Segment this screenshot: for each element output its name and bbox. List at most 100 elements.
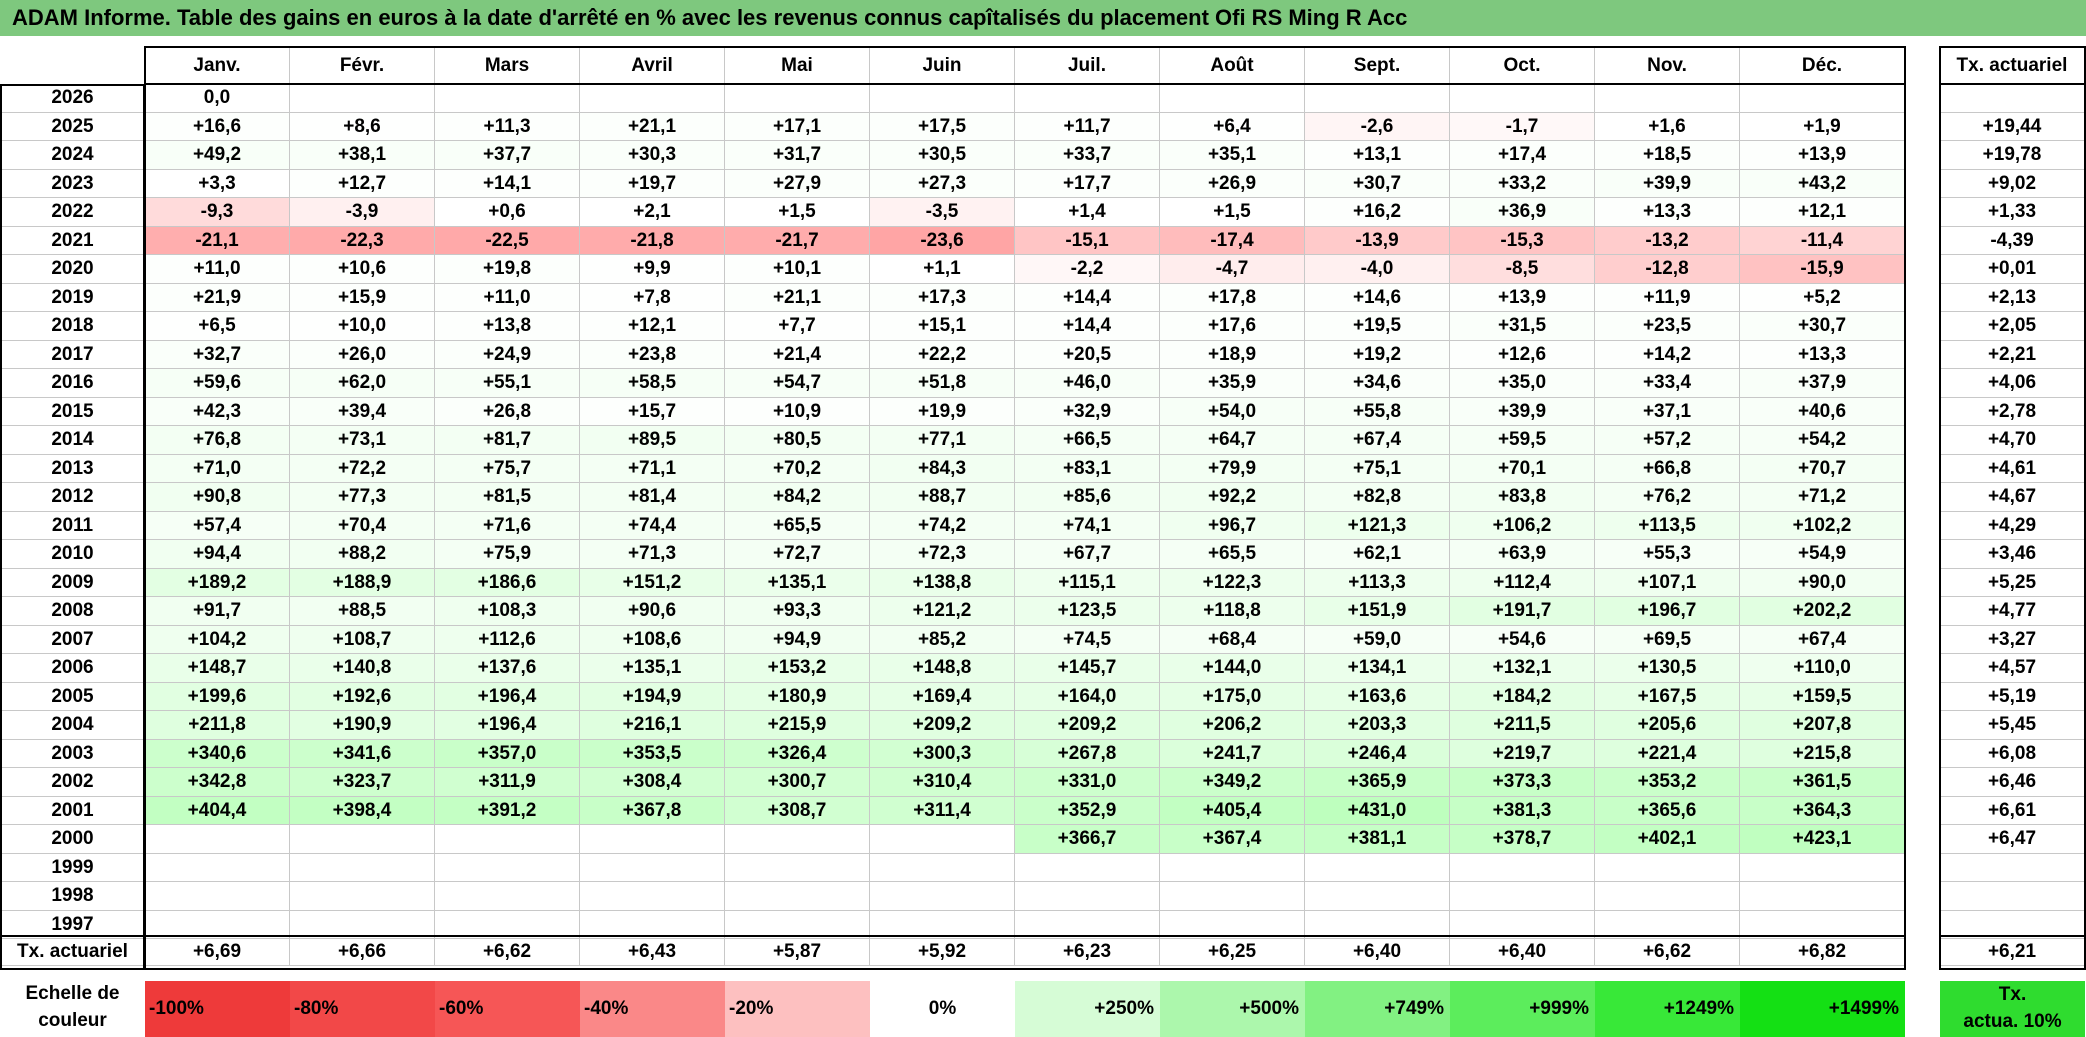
gain-cell (1740, 910, 1905, 939)
gain-cell (1015, 910, 1160, 939)
gain-cell: +5,2 (1740, 283, 1905, 312)
gain-cell: +62,0 (290, 369, 435, 398)
footer-rate-cell: +6,25 (1160, 938, 1305, 966)
gain-cell: +94,4 (145, 540, 290, 569)
gain-cell: +137,6 (435, 654, 580, 683)
gain-cell (580, 882, 725, 911)
footer-total-rate: +6,21 (1940, 938, 2085, 966)
gain-cell: +30,7 (1305, 169, 1450, 198)
year-label: 2005 (0, 683, 145, 711)
gain-cell: +67,4 (1305, 426, 1450, 455)
report-title: ADAM Informe. Table des gains en euros à… (0, 0, 2086, 36)
gain-cell: +39,4 (290, 397, 435, 426)
gain-cell: +140,8 (290, 654, 435, 683)
gain-cell: +14,1 (435, 169, 580, 198)
gain-cell: +211,8 (145, 711, 290, 740)
gain-cell: +55,1 (435, 369, 580, 398)
gain-cell (290, 853, 435, 882)
gain-cell: +75,7 (435, 454, 580, 483)
gain-cell: +62,1 (1305, 540, 1450, 569)
month-header: Juin (870, 48, 1015, 84)
gain-cell: +19,7 (580, 169, 725, 198)
gain-cell: +21,4 (725, 340, 870, 369)
gain-cell (1160, 882, 1305, 911)
gain-cell: +66,8 (1595, 454, 1740, 483)
gain-cell: +196,4 (435, 711, 580, 740)
month-header: Mai (725, 48, 870, 84)
footer-rate-cell: +6,62 (435, 938, 580, 966)
gain-cell: +65,5 (725, 511, 870, 540)
gain-cell: -8,5 (1450, 255, 1595, 284)
gain-cell: +405,4 (1160, 796, 1305, 825)
gain-cell: +54,0 (1160, 397, 1305, 426)
gain-cell: +37,9 (1740, 369, 1905, 398)
gain-cell: +203,3 (1305, 711, 1450, 740)
gain-cell: -13,9 (1305, 226, 1450, 255)
gain-cell: +90,6 (580, 597, 725, 626)
gain-cell: +241,7 (1160, 739, 1305, 768)
gain-cell: +30,3 (580, 141, 725, 170)
gain-cell: +71,0 (145, 454, 290, 483)
gain-cell: +164,0 (1015, 682, 1160, 711)
gain-cell: +17,4 (1450, 141, 1595, 170)
gain-cell: +21,1 (580, 112, 725, 141)
gain-cell: +381,1 (1305, 825, 1450, 854)
gain-cell: +431,0 (1305, 796, 1450, 825)
gain-cell: +37,7 (435, 141, 580, 170)
gain-cell: +113,3 (1305, 568, 1450, 597)
gain-cell: +121,2 (870, 597, 1015, 626)
gain-cell: +67,4 (1740, 625, 1905, 654)
gain-cell: +340,6 (145, 739, 290, 768)
year-label: 2016 (0, 369, 145, 398)
gain-cell: +2,1 (580, 198, 725, 227)
gain-cell: +14,4 (1015, 312, 1160, 341)
gain-cell (870, 910, 1015, 939)
gain-cell: +93,3 (725, 597, 870, 626)
gain-cell (1450, 882, 1595, 911)
gain-cell: +206,2 (1160, 711, 1305, 740)
gain-cell: +326,4 (725, 739, 870, 768)
year-label: 2000 (0, 825, 145, 854)
footer-rate-cell: +5,87 (725, 938, 870, 966)
gain-cell: +90,0 (1740, 568, 1905, 597)
gain-cell: +310,4 (870, 768, 1015, 797)
gain-cell: +192,6 (290, 682, 435, 711)
color-scale-label: Echelle de couleur (0, 980, 145, 1034)
rate-cell: +1,33 (1940, 198, 2085, 227)
gain-cell: +35,0 (1450, 369, 1595, 398)
gain-cell: +169,4 (870, 682, 1015, 711)
gain-cell (725, 882, 870, 911)
gain-cell: +54,7 (725, 369, 870, 398)
gain-cell: -22,3 (290, 226, 435, 255)
month-header: Avril (580, 48, 725, 84)
gain-cell: +300,7 (725, 768, 870, 797)
rate-cell: +3,46 (1940, 540, 2085, 569)
year-label: 2003 (0, 740, 145, 768)
rate-cell (1940, 882, 2085, 911)
gain-cell: +42,3 (145, 397, 290, 426)
color-scale-swatch: -80% (290, 981, 435, 1037)
gain-cell: +59,0 (1305, 625, 1450, 654)
gain-cell: +72,3 (870, 540, 1015, 569)
gain-cell: +108,7 (290, 625, 435, 654)
gain-cell: -15,1 (1015, 226, 1160, 255)
gain-cell: +121,3 (1305, 511, 1450, 540)
gain-cell: +71,1 (580, 454, 725, 483)
gain-cell: +246,4 (1305, 739, 1450, 768)
gain-cell: +122,3 (1160, 568, 1305, 597)
rate-cell: +0,01 (1940, 255, 2085, 284)
gain-cell (725, 853, 870, 882)
month-header: Sept. (1305, 48, 1450, 84)
gain-cell: +378,7 (1450, 825, 1595, 854)
footer-rate-cell: +6,69 (145, 938, 290, 966)
year-label: 2001 (0, 797, 145, 825)
gain-cell: +43,2 (1740, 169, 1905, 198)
gain-cell: +12,1 (580, 312, 725, 341)
year-label: 2002 (0, 768, 145, 797)
rate-cell: +19,44 (1940, 112, 2085, 141)
footer-rate-cell: +6,66 (290, 938, 435, 966)
gain-cell: +12,7 (290, 169, 435, 198)
gain-cell: +30,7 (1740, 312, 1905, 341)
gain-cell: +215,9 (725, 711, 870, 740)
gain-cell: +37,1 (1595, 397, 1740, 426)
